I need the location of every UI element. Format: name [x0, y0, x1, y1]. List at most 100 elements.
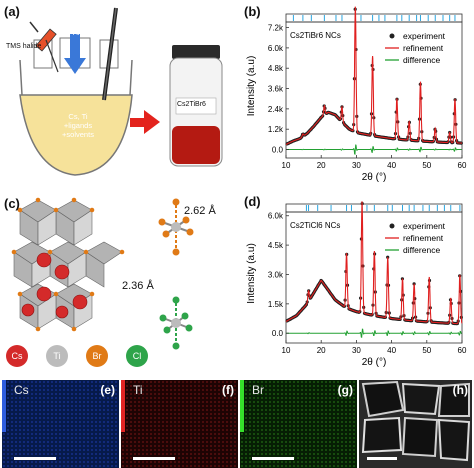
x-tick-label: 10 [282, 346, 291, 355]
argon-label: Ar [73, 30, 80, 37]
panel-c: (c) [0, 190, 240, 375]
tibr6-octahedron [158, 198, 194, 256]
legend-entry: refinement [403, 43, 444, 53]
eds-map-br: Br (g) [240, 380, 357, 468]
ti-map-texture [121, 380, 238, 468]
xrd-chart-cs2tibr6: 10 20 30 40 50 60 0.0 1.2k 2.4k 3.6k 4.8k 6.0k 7.2k 2… [246, 6, 467, 183]
legend-entry: experiment [403, 31, 446, 41]
y-tick-label: 2.4k [268, 105, 284, 114]
y-tick-label: 1.2k [268, 125, 284, 134]
flask-line: Cs, Ti [68, 112, 88, 121]
legend-atom-cl: Cl [126, 345, 148, 367]
x-tick-label: 50 [422, 161, 431, 170]
x-axis-label: 2θ (°) [362, 172, 387, 183]
y-tick-label: 1.5k [268, 300, 284, 309]
difference-line [286, 328, 462, 338]
panel-f-label: (f) [222, 383, 234, 397]
panel-b: (b) 10 20 30 40 50 60 0.0 1.2k 2.4k 3.6k 4.8k 6.0k 7… [240, 0, 474, 190]
y-axis-label: Intensity (a.u) [246, 243, 257, 304]
panel-d: (d) 10 20 30 40 50 60 0.0 1.5k 3.0k 4.5k 6.0k 2θ (°… [240, 190, 474, 375]
tem-texture [359, 380, 472, 468]
tms-halide-label: TMS halide [6, 43, 42, 50]
cs-color-bar-overlay [2, 380, 6, 432]
atom-legend: Cs Ti Br Cl [6, 345, 148, 367]
br-color-bar [240, 380, 244, 432]
x-tick-label: 50 [422, 346, 431, 355]
x-tick-label: 40 [387, 346, 396, 355]
cl-distance-label: 2.36 Å [122, 280, 154, 292]
panel-a-label: (a) [4, 4, 20, 19]
refinement-line [285, 6, 462, 145]
eds-map-ti: Ti (f) [121, 380, 238, 468]
br-map-name: Br [252, 383, 264, 397]
crystal-structure [11, 197, 194, 350]
flask-line: +solvents [62, 130, 94, 139]
plot-frame [285, 211, 463, 344]
y-tick-label: 3.6k [268, 85, 284, 94]
panel-c-label: (c) [4, 196, 20, 211]
y-tick-label: 6.0k [268, 212, 284, 221]
scale-bar [367, 457, 397, 460]
cs-map-texture [2, 380, 119, 468]
y-tick-label: 3.0k [268, 270, 284, 279]
legend-marker-experiment [389, 33, 395, 39]
legend-atom-cs: Cs [6, 345, 28, 367]
legend-atom-ti: Ti [46, 345, 68, 367]
panel-b-label: (b) [244, 4, 261, 19]
ticl6-octahedron [159, 296, 193, 350]
x-tick-label: 20 [317, 346, 326, 355]
x-tick-label: 30 [352, 346, 361, 355]
tem-image: (h) [359, 380, 472, 468]
legend-entry: refinement [403, 233, 444, 243]
scale-bar [14, 457, 56, 460]
syringe-icon [29, 21, 59, 73]
eds-map-cs: Cs (e) [2, 380, 119, 468]
x-tick-label: 60 [458, 346, 467, 355]
reaction-arrow-icon [130, 110, 160, 134]
x-tick-label: 30 [352, 161, 361, 170]
panel-d-label: (d) [244, 194, 261, 209]
scale-bar [252, 457, 294, 460]
y-tick-label: 0.0 [272, 146, 284, 155]
difference-line [286, 144, 462, 155]
legend-entry: difference [403, 245, 440, 255]
ti-map-name: Ti [133, 383, 143, 397]
x-tick-label: 20 [317, 161, 326, 170]
ti-color-bar [121, 380, 125, 432]
halide-atoms [11, 197, 125, 332]
x-tick-label: 10 [282, 161, 291, 170]
flask-contents: Cs, Ti +ligands +solvents [48, 112, 108, 139]
legend-atom-br: Br [86, 345, 108, 367]
x-tick-label: 60 [458, 161, 467, 170]
vial-label: Cs2TiBr6 [177, 101, 206, 108]
x-tick-label: 40 [387, 161, 396, 170]
cs-map-name: Cs [14, 383, 29, 397]
y-tick-label: 4.5k [268, 241, 284, 250]
y-tick-label: 0.0 [272, 329, 284, 338]
argon-arrow-icon [64, 34, 86, 74]
y-tick-label: 7.2k [268, 24, 284, 33]
panel-a: (a) [0, 0, 240, 185]
synthesis-schematic [19, 7, 223, 176]
chart-title: Cs2TiBr6 NCs [290, 31, 341, 40]
cs-atoms [21, 252, 88, 319]
y-tick-label: 6.0k [268, 44, 284, 53]
product-vial [169, 45, 223, 167]
chart-title: Cs2TiCl6 NCs [290, 221, 340, 230]
x-axis-label: 2θ (°) [362, 357, 387, 368]
legend-entry: difference [403, 55, 440, 65]
xrd-chart-cs2ticl6: 10 20 30 40 50 60 0.0 1.5k 3.0k 4.5k 6.0k 2θ (°) Int… [246, 201, 467, 368]
legend-entry: experiment [403, 221, 446, 231]
panel-h-label: (h) [452, 383, 468, 397]
plot-frame [285, 21, 463, 159]
scale-bar [133, 457, 175, 460]
br-map-texture [240, 380, 357, 468]
panel-e-label: (e) [100, 383, 115, 397]
y-axis-label: Intensity (a.u) [246, 56, 257, 117]
panel-g-label: (g) [337, 383, 353, 397]
y-tick-label: 4.8k [268, 64, 284, 73]
refinement-line [285, 201, 463, 325]
br-distance-label: 2.62 Å [184, 205, 216, 217]
thermometer-icon [102, 7, 118, 101]
legend-marker-experiment [389, 223, 395, 229]
